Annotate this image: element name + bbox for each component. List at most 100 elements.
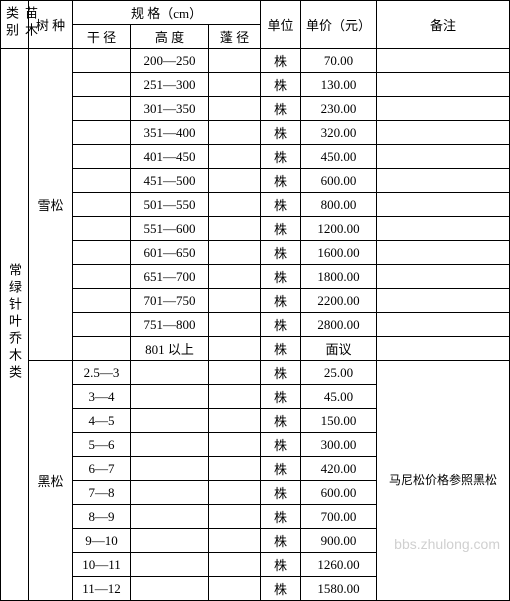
cell-price: 130.00 [301, 73, 377, 97]
cell-height: 801 以上 [131, 337, 209, 361]
cell-diameter [73, 289, 131, 313]
cell-remark [377, 289, 510, 313]
cell-price: 800.00 [301, 193, 377, 217]
cell-crown [209, 337, 261, 361]
cell-price: 420.00 [301, 457, 377, 481]
cell-unit: 株 [261, 337, 301, 361]
table-row: 451—500株600.00 [1, 169, 510, 193]
header-crown: 蓬 径 [209, 25, 261, 49]
cell-diameter [73, 73, 131, 97]
cell-crown [209, 217, 261, 241]
table-row: 黑松2.5—3株25.00马尼松价格参照黑松 [1, 361, 510, 385]
cell-crown [209, 385, 261, 409]
cell-height: 551—600 [131, 217, 209, 241]
cell-height [131, 505, 209, 529]
cell-diameter [73, 121, 131, 145]
cell-remark [377, 193, 510, 217]
cell-height [131, 577, 209, 601]
cell-height [131, 553, 209, 577]
cell-diameter: 9—10 [73, 529, 131, 553]
cell-price: 25.00 [301, 361, 377, 385]
cell-price: 1800.00 [301, 265, 377, 289]
cell-diameter [73, 337, 131, 361]
cell-diameter: 10—11 [73, 553, 131, 577]
cell-unit: 株 [261, 457, 301, 481]
cell-height: 601—650 [131, 241, 209, 265]
category-cell: 常绿针叶乔木类 [1, 49, 29, 601]
cell-diameter: 11—12 [73, 577, 131, 601]
price-table: 苗木类别 树 种 规 格（cm） 单位 单价（元） 备注 干 径 高 度 蓬 径… [0, 0, 510, 601]
header-spec-group: 规 格（cm） [73, 1, 261, 25]
cell-remark [377, 313, 510, 337]
cell-price: 320.00 [301, 121, 377, 145]
species-cell: 雪松 [29, 49, 73, 361]
cell-height: 651—700 [131, 265, 209, 289]
cell-crown [209, 241, 261, 265]
cell-crown [209, 265, 261, 289]
cell-price: 900.00 [301, 529, 377, 553]
cell-unit: 株 [261, 97, 301, 121]
cell-price: 2800.00 [301, 313, 377, 337]
cell-unit: 株 [261, 265, 301, 289]
cell-height: 451—500 [131, 169, 209, 193]
cell-diameter [73, 49, 131, 73]
cell-unit: 株 [261, 73, 301, 97]
cell-diameter [73, 169, 131, 193]
cell-remark [377, 121, 510, 145]
table-row: 常绿针叶乔木类雪松200—250株70.00 [1, 49, 510, 73]
cell-price: 1260.00 [301, 553, 377, 577]
cell-diameter [73, 193, 131, 217]
cell-crown [209, 481, 261, 505]
cell-price: 230.00 [301, 97, 377, 121]
cell-remark [377, 145, 510, 169]
cell-diameter [73, 217, 131, 241]
table-row: 751—800株2800.00 [1, 313, 510, 337]
cell-crown [209, 121, 261, 145]
cell-height: 501—550 [131, 193, 209, 217]
cell-price: 300.00 [301, 433, 377, 457]
cell-unit: 株 [261, 505, 301, 529]
header-remark: 备注 [377, 1, 510, 49]
cell-height [131, 457, 209, 481]
cell-unit: 株 [261, 529, 301, 553]
cell-height: 200—250 [131, 49, 209, 73]
cell-diameter: 5—6 [73, 433, 131, 457]
table-row: 551—600株1200.00 [1, 217, 510, 241]
table-row: 401—450株450.00 [1, 145, 510, 169]
cell-remark [377, 241, 510, 265]
cell-unit: 株 [261, 169, 301, 193]
cell-diameter [73, 265, 131, 289]
cell-crown [209, 97, 261, 121]
cell-unit: 株 [261, 553, 301, 577]
table-row: 651—700 株1800.00 [1, 265, 510, 289]
header-unit: 单位 [261, 1, 301, 49]
cell-diameter: 3—4 [73, 385, 131, 409]
cell-height: 701—750 [131, 289, 209, 313]
cell-crown [209, 361, 261, 385]
cell-unit: 株 [261, 217, 301, 241]
table-row: 351—400株320.00 [1, 121, 510, 145]
table-row: 501—550 株800.00 [1, 193, 510, 217]
cell-unit: 株 [261, 481, 301, 505]
cell-unit: 株 [261, 433, 301, 457]
cell-unit: 株 [261, 385, 301, 409]
cell-unit: 株 [261, 361, 301, 385]
cell-crown [209, 577, 261, 601]
cell-unit: 株 [261, 313, 301, 337]
cell-height [131, 433, 209, 457]
header-category: 苗木类别 [1, 1, 29, 49]
cell-price: 2200.00 [301, 289, 377, 313]
table-row: 251—300株130.00 [1, 73, 510, 97]
cell-diameter: 4—5 [73, 409, 131, 433]
cell-remark [377, 169, 510, 193]
table-row: 801 以上株面议 [1, 337, 510, 361]
cell-crown [209, 145, 261, 169]
cell-price: 45.00 [301, 385, 377, 409]
cell-crown [209, 529, 261, 553]
cell-crown [209, 49, 261, 73]
cell-unit: 株 [261, 409, 301, 433]
cell-crown [209, 289, 261, 313]
cell-height: 351—400 [131, 121, 209, 145]
cell-height [131, 385, 209, 409]
cell-unit: 株 [261, 193, 301, 217]
